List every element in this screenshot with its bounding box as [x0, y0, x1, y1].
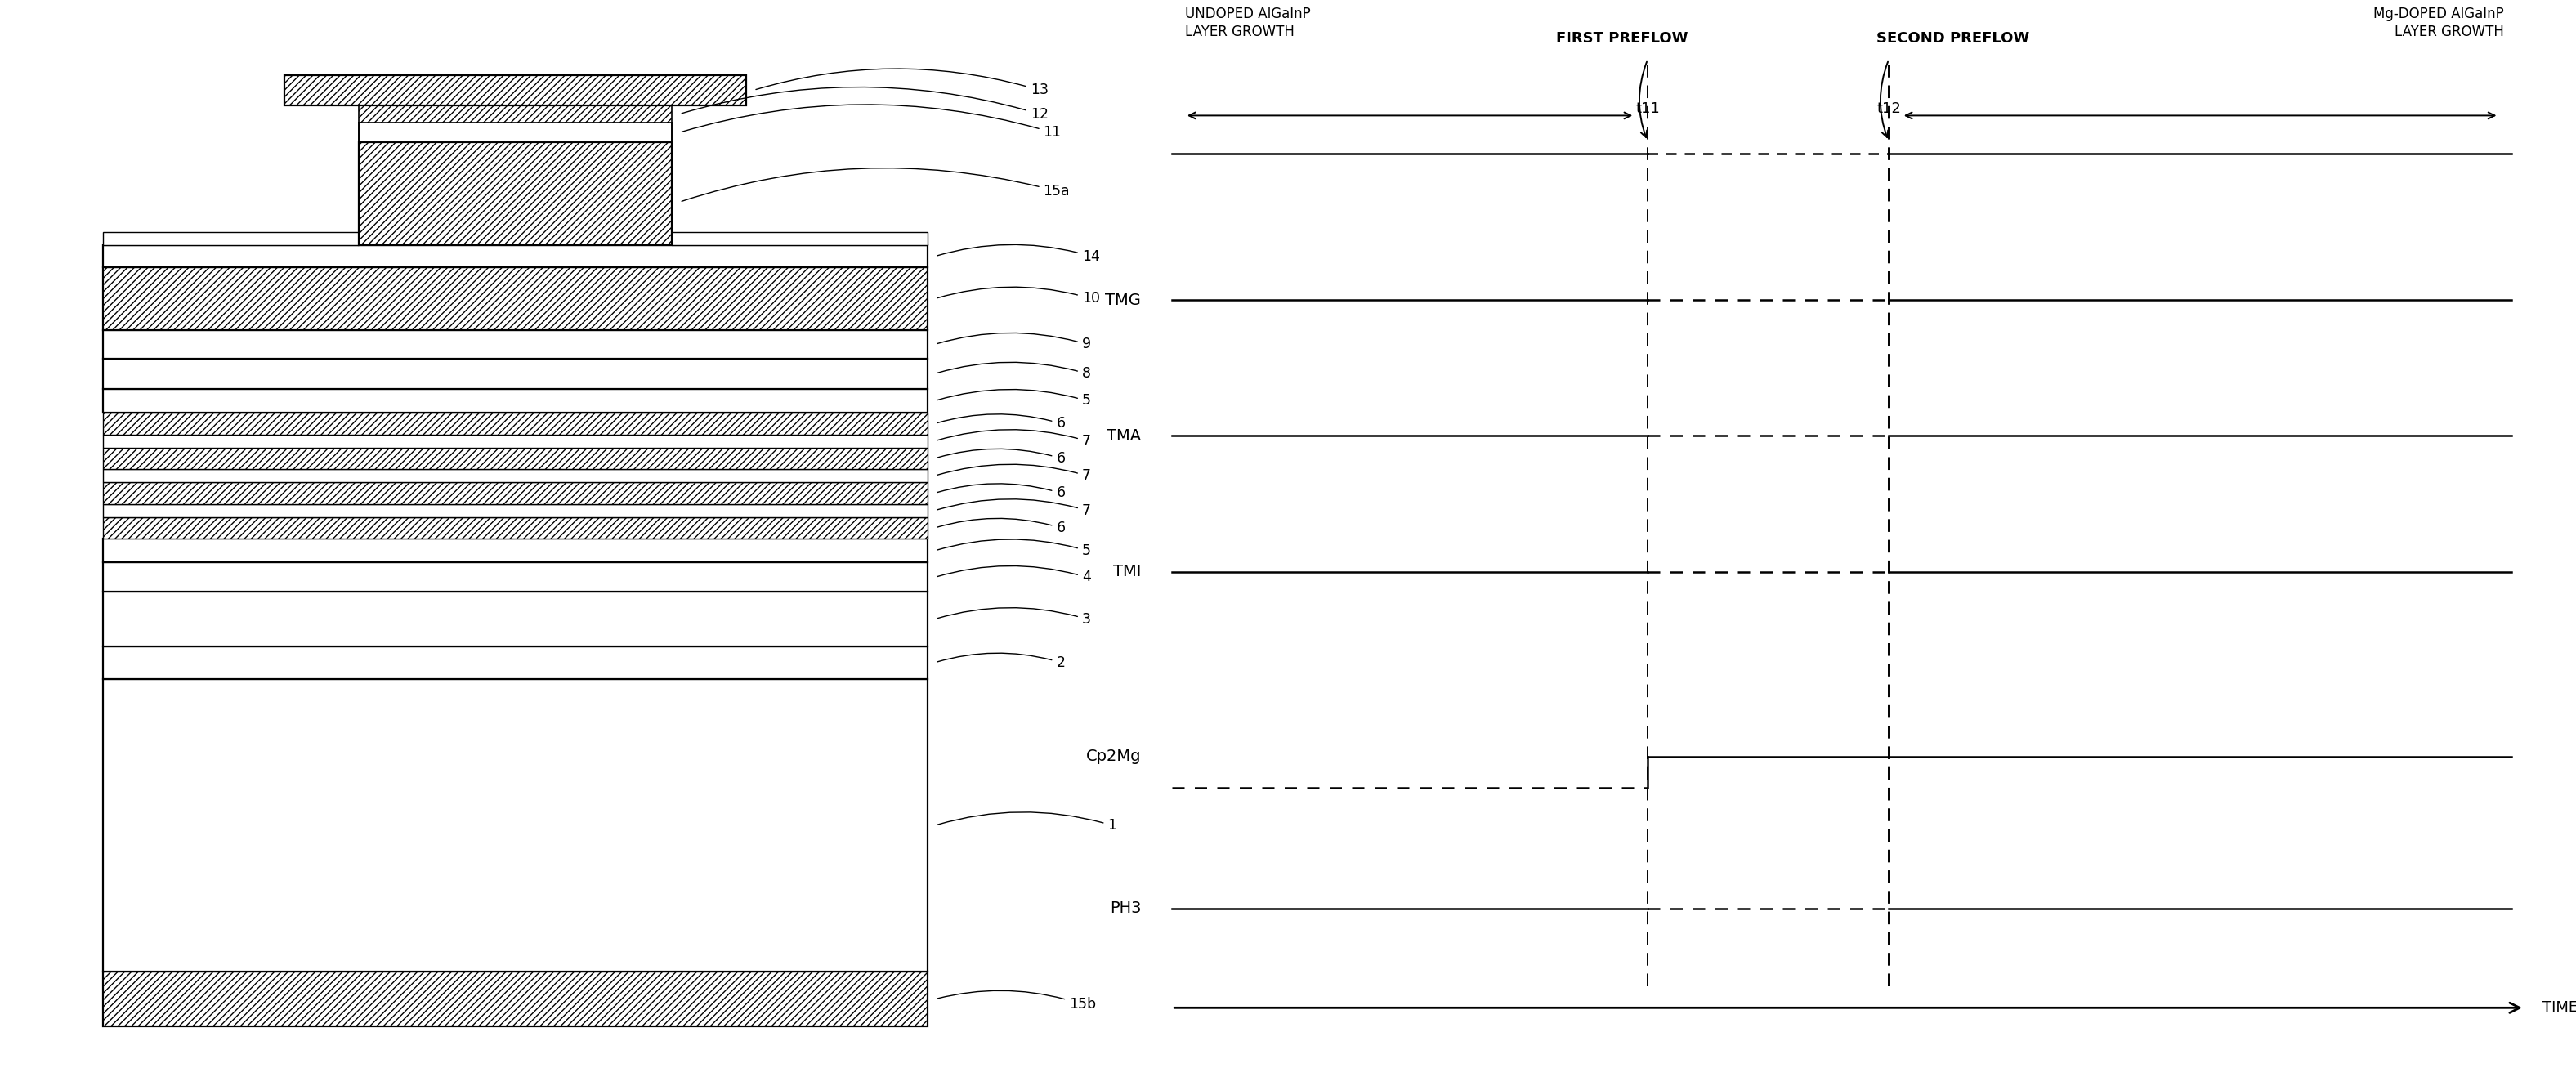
Text: 7: 7 [938, 500, 1090, 518]
Bar [103, 469, 927, 482]
Text: 4: 4 [938, 566, 1090, 584]
Bar [103, 358, 927, 389]
Text: 9: 9 [938, 333, 1092, 352]
Text: Mg-DOPED AlGaInP
LAYER GROWTH: Mg-DOPED AlGaInP LAYER GROWTH [2372, 7, 2504, 39]
Bar [103, 447, 927, 469]
Text: 12: 12 [683, 87, 1048, 122]
Text: 15b: 15b [938, 990, 1097, 1012]
Text: t11: t11 [1636, 101, 1659, 116]
Bar [103, 330, 927, 358]
Text: TMG: TMG [1105, 292, 1141, 308]
Bar [283, 75, 747, 105]
Bar [103, 972, 927, 1026]
Text: TMA: TMA [1108, 428, 1141, 444]
Bar [672, 232, 927, 245]
Text: 7: 7 [938, 465, 1090, 483]
Text: 13: 13 [755, 68, 1048, 98]
Bar [103, 389, 927, 413]
Text: 6: 6 [938, 483, 1066, 501]
Bar [103, 232, 358, 245]
Bar [103, 679, 927, 972]
Bar [103, 413, 927, 434]
Text: 8: 8 [938, 363, 1090, 381]
Text: 7: 7 [938, 430, 1090, 449]
Bar [358, 123, 672, 142]
Text: 10: 10 [938, 287, 1100, 306]
Bar [103, 482, 927, 504]
Bar [103, 245, 927, 267]
Text: UNDOPED AlGaInP
LAYER GROWTH: UNDOPED AlGaInP LAYER GROWTH [1185, 7, 1311, 39]
Text: 6: 6 [938, 518, 1066, 535]
Bar [358, 142, 672, 245]
Text: TIME: TIME [2543, 1000, 2576, 1015]
Text: 5: 5 [938, 540, 1090, 558]
Bar [103, 563, 927, 592]
Text: 5: 5 [938, 390, 1090, 408]
Text: t12: t12 [1875, 101, 1901, 116]
Text: TMI: TMI [1113, 564, 1141, 580]
Text: SECOND PREFLOW: SECOND PREFLOW [1875, 30, 2030, 46]
Text: 2: 2 [938, 653, 1064, 670]
Bar [103, 267, 927, 330]
Bar [103, 646, 927, 679]
Text: 6: 6 [938, 449, 1066, 466]
Text: 1: 1 [938, 812, 1115, 833]
Text: 15a: 15a [683, 168, 1069, 201]
Bar [358, 105, 672, 123]
Text: 6: 6 [938, 414, 1066, 431]
Bar [103, 434, 927, 447]
Text: 11: 11 [683, 104, 1061, 140]
Bar [103, 504, 927, 517]
Text: 3: 3 [938, 608, 1090, 627]
Bar [103, 517, 927, 539]
Bar [103, 592, 927, 646]
Bar [103, 539, 927, 563]
Text: FIRST PREFLOW: FIRST PREFLOW [1556, 30, 1687, 46]
Text: Cp2Mg: Cp2Mg [1087, 748, 1141, 765]
Text: PH3: PH3 [1110, 900, 1141, 917]
Text: 14: 14 [938, 244, 1100, 264]
